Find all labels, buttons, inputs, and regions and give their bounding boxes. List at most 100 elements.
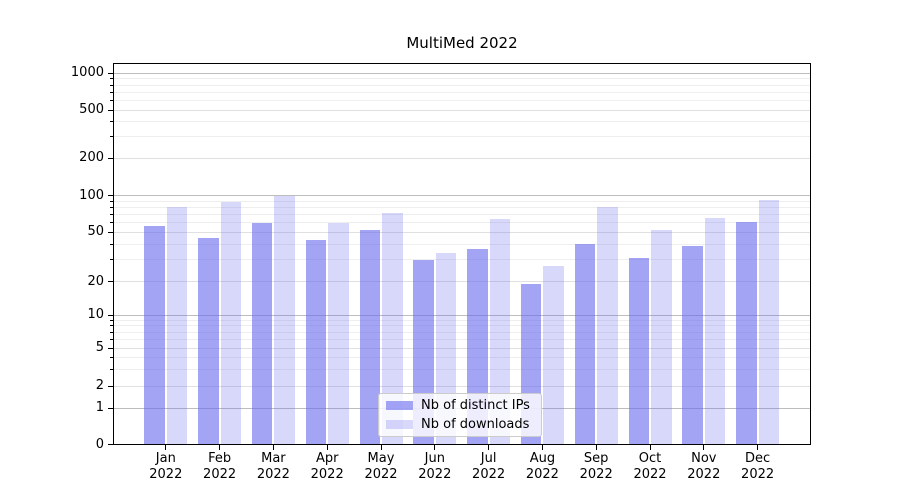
y-tick-1 xyxy=(108,407,113,409)
gridline-y-minor-4 xyxy=(113,356,811,358)
bar-downloads-jul xyxy=(489,219,511,445)
legend-swatch-downloads xyxy=(386,420,413,429)
gridline-y-minor-600 xyxy=(113,99,811,101)
gridline-y-minor-6 xyxy=(113,339,811,341)
bar-downloads-sep xyxy=(597,206,618,445)
chart-title: MultiMed 2022 xyxy=(406,34,518,52)
x-tick-label-feb: Feb 2022 xyxy=(203,451,237,482)
y-tick-minor-8 xyxy=(110,325,113,327)
y-tick-minor-7 xyxy=(110,331,113,333)
y-tick-minor-300 xyxy=(110,136,113,138)
y-tick-1000 xyxy=(108,72,113,74)
bar-downloads-mar xyxy=(274,195,295,445)
y-tick-5 xyxy=(108,347,113,349)
x-tick-label-mar: Mar 2022 xyxy=(256,451,290,482)
x-tick-label-may: May 2022 xyxy=(364,451,398,482)
y-tick-minor-3 xyxy=(110,368,113,370)
x-tick-aug xyxy=(541,444,543,450)
bar-downloads-dec xyxy=(758,200,780,445)
gridline-y-minor-8 xyxy=(113,325,811,327)
x-tick-mar xyxy=(272,444,274,450)
y-tick-minor-600 xyxy=(110,99,113,101)
y-tick-50 xyxy=(108,231,113,233)
gridline-y-minor-30 xyxy=(113,259,811,261)
bar-ips-nov xyxy=(682,245,703,445)
y-tick-label-20: 20 xyxy=(87,273,104,289)
y-tick-minor-30 xyxy=(110,259,113,261)
x-tick-label-nov: Nov 2022 xyxy=(687,451,721,482)
bar-ips-oct xyxy=(628,258,649,445)
y-tick-label-2: 2 xyxy=(95,378,104,393)
gridline-y-100 xyxy=(113,195,811,197)
x-tick-label-jul: Jul 2022 xyxy=(472,451,506,482)
bar-downloads-apr xyxy=(328,222,349,445)
y-tick-label-100: 100 xyxy=(79,187,104,203)
x-tick-feb xyxy=(219,444,221,450)
x-tick-jul xyxy=(488,444,490,450)
y-tick-minor-90 xyxy=(110,200,113,202)
gridline-y-500 xyxy=(113,109,811,111)
bar-ips-sep xyxy=(574,244,596,445)
legend: Nb of distinct IPs Nb of downloads xyxy=(378,393,542,437)
gridline-y-20 xyxy=(113,281,811,283)
gridline-y-minor-900 xyxy=(113,78,811,80)
x-tick-label-oct: Oct 2022 xyxy=(633,451,667,482)
y-tick-100 xyxy=(108,195,113,197)
gridline-y-2 xyxy=(113,385,811,387)
y-tick-500 xyxy=(108,109,113,111)
gridline-y-5 xyxy=(113,347,811,349)
gridline-y-minor-80 xyxy=(113,206,811,208)
gridline-y-minor-7 xyxy=(113,331,811,333)
x-tick-label-dec: Dec 2022 xyxy=(741,451,775,482)
gridline-y-1000 xyxy=(113,72,811,74)
y-tick-minor-900 xyxy=(110,78,113,80)
x-tick-sep xyxy=(595,444,597,450)
y-tick-minor-6 xyxy=(110,339,113,341)
legend-row-downloads: Nb of downloads xyxy=(386,415,534,434)
y-tick-label-10: 10 xyxy=(87,307,104,322)
y-tick-20 xyxy=(108,281,113,283)
y-tick-minor-70 xyxy=(110,213,113,215)
y-tick-2 xyxy=(108,385,113,387)
x-tick-jan xyxy=(165,444,167,450)
gridline-y-minor-40 xyxy=(113,243,811,245)
x-tick-nov xyxy=(703,444,705,450)
gridline-y-minor-400 xyxy=(113,121,811,123)
y-tick-200 xyxy=(108,157,113,159)
x-tick-label-jun: Jun 2022 xyxy=(418,451,452,482)
y-tick-label-200: 200 xyxy=(79,150,104,166)
y-tick-0 xyxy=(108,444,113,445)
gridline-y-minor-9 xyxy=(113,319,811,321)
x-tick-label-aug: Aug 2022 xyxy=(525,451,559,482)
legend-label-distinct-ips: Nb of distinct IPs xyxy=(421,398,530,413)
legend-swatch-distinct-ips xyxy=(386,401,413,410)
gridline-y-minor-3 xyxy=(113,368,811,370)
gridline-y-minor-300 xyxy=(113,136,811,138)
bar-downloads-oct xyxy=(651,230,672,445)
bar-downloads-jan xyxy=(166,207,188,445)
y-tick-minor-40 xyxy=(110,243,113,245)
y-tick-10 xyxy=(108,314,113,316)
x-tick-apr xyxy=(326,444,328,450)
bar-ips-mar xyxy=(251,222,273,445)
gridline-y-50 xyxy=(113,231,811,233)
gridline-y-minor-90 xyxy=(113,200,811,202)
x-tick-oct xyxy=(649,444,651,450)
bar-ips-apr xyxy=(305,240,327,445)
x-tick-dec xyxy=(757,444,759,450)
y-tick-label-0: 0 xyxy=(95,436,104,452)
y-tick-minor-700 xyxy=(110,91,113,93)
y-tick-minor-4 xyxy=(110,356,113,358)
y-tick-label-5: 5 xyxy=(95,340,104,356)
bar-ips-dec xyxy=(736,221,757,445)
x-tick-may xyxy=(380,444,382,450)
bar-downloads-may xyxy=(382,212,403,445)
bar-downloads-feb xyxy=(220,202,242,445)
bar-ips-feb xyxy=(198,237,219,445)
gridline-y-minor-70 xyxy=(113,213,811,215)
legend-row-distinct-ips: Nb of distinct IPs xyxy=(386,396,534,415)
